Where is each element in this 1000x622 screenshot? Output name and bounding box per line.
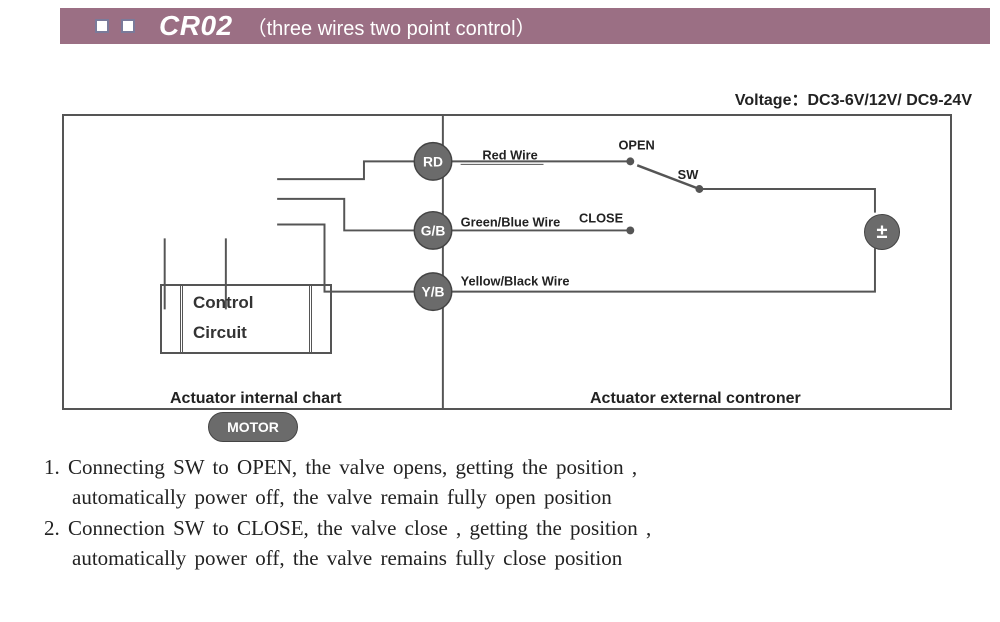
control-circuit-box: Control Circuit (160, 284, 332, 354)
control-line2: Circuit (193, 318, 309, 348)
notes: 1. Connecting SW to OPEN, the valve open… (44, 452, 970, 574)
header-code: CR02 (159, 10, 233, 42)
node-rd: RD (414, 143, 451, 180)
svg-text:RD: RD (423, 153, 443, 169)
power-node: ± (864, 214, 900, 250)
label-open: OPEN (618, 138, 654, 153)
svg-text:Y/B: Y/B (422, 284, 445, 300)
note-1a: 1. Connecting SW to OPEN, the valve open… (44, 452, 970, 482)
header-subtitle: （three wires two point control） (247, 12, 536, 41)
label-red-wire: Red Wire (482, 147, 537, 162)
header-bar: CR02 （three wires two point control） (60, 8, 990, 44)
label-green-blue-wire: Green/Blue Wire (461, 214, 561, 229)
wiring-svg: Red Wire Green/Blue Wire Yellow/Black Wi… (64, 116, 950, 408)
note-2b: automatically power off, the valve remai… (44, 543, 970, 573)
node-gb: G/B (414, 212, 451, 249)
voltage-label: Voltage：DC3-6V/12V/ DC9-24V (735, 86, 972, 110)
note-2a: 2. Connection SW to CLOSE, the valve clo… (44, 513, 970, 543)
label-yellow-black-wire: Yellow/Black Wire (461, 274, 570, 289)
caption-external: Actuator external controner (590, 390, 801, 408)
label-sw: SW (678, 167, 700, 182)
decor-square (95, 19, 109, 33)
decor-square (121, 19, 135, 33)
motor-label: MOTOR (208, 412, 298, 442)
header-decor (95, 19, 135, 33)
svg-text:G/B: G/B (421, 222, 446, 238)
node-yb: Y/B (414, 273, 451, 310)
label-close: CLOSE (579, 211, 624, 226)
wiring-diagram: Red Wire Green/Blue Wire Yellow/Black Wi… (62, 114, 952, 410)
note-1b: automatically power off, the valve remai… (44, 482, 970, 512)
control-line1: Control (193, 288, 309, 318)
caption-internal: Actuator internal chart (170, 390, 342, 408)
